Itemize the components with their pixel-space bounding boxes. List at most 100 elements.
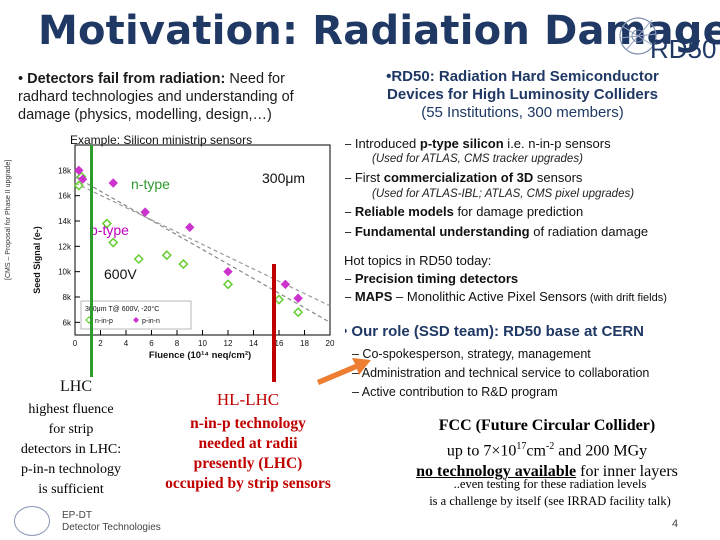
cern-logo-icon — [14, 506, 50, 536]
fcc-description: FCC (Future Circular Collider) up to 7×1… — [392, 415, 702, 482]
role-item: – Administration and technical service t… — [352, 366, 650, 380]
rd50-heading-line2: Devices for High Luminosity Colliders — [387, 86, 658, 103]
hllhc-description: n-in-p technology needed at radii presen… — [146, 414, 350, 494]
hllhc-title: HL-LHC — [216, 390, 280, 409]
hot-topic-maps: – MAPS – Monolithic Active Pixel Sensors… — [344, 288, 716, 307]
x-tick-label: 0 — [73, 339, 78, 348]
rd50-item-text: for damage prediction — [453, 204, 584, 219]
y-tick-label: 12k — [58, 242, 72, 251]
fcc-line2a: up to 7×10 — [446, 442, 517, 460]
x-tick-label: 14 — [249, 339, 258, 348]
x-tick-label: 18 — [300, 339, 309, 348]
data-point-p-in-n — [74, 165, 84, 176]
radiation-chart: [CMS – Proposal for Phase II upgrade] Se… — [0, 130, 345, 378]
fcc-note-line1: ..even testing for these radiation level… — [453, 477, 647, 491]
rd50-heading-line1: •RD50: Radiation Hard Semiconductor — [386, 68, 659, 85]
rd50-item-prefix: – Introduced — [344, 136, 420, 151]
legend-box — [80, 300, 192, 330]
role-item: – Co-spokesperson, strategy, management — [352, 347, 591, 361]
hllhc-line: occupied by strip sensors — [165, 475, 331, 492]
lhc-line: for strip — [48, 422, 94, 437]
role-heading: • Our role (SSD team): RD50 base at CERN — [342, 323, 644, 340]
data-point-p-in-n — [185, 222, 195, 233]
data-point-p-in-n — [223, 266, 233, 277]
fit-line — [74, 182, 331, 307]
chart-title: Example: Silicon ministrip sensors — [70, 133, 253, 147]
slide-title: Motivation: Radiation Damage! — [38, 8, 720, 54]
annotation-ntype: n-type — [131, 176, 170, 192]
role-list: – Co-spokesperson, strategy, management … — [352, 345, 720, 402]
fcc-line2b: cm — [526, 442, 546, 460]
hot-topic-prefix: – — [344, 271, 355, 286]
y-tick-label: 8k — [63, 293, 72, 302]
rd50-item-text: sensors — [533, 170, 583, 185]
rd50-note-2: (Used for ATLAS-IBL; ATLAS, CMS pixel up… — [372, 188, 635, 200]
lhc-line: highest fluence — [28, 402, 114, 417]
hot-topic-bold: Precision timing detectors — [354, 271, 519, 286]
left-bullet: • Detectors fail from radiation: Need fo… — [18, 70, 338, 124]
chart-side-label: [CMS – Proposal for Phase II upgrade] — [5, 160, 12, 280]
hllhc-marker-line — [272, 264, 276, 382]
fcc-line2-sup2: -2 — [545, 441, 555, 452]
rd50-item-2: – First commercialization of 3D sensors — [344, 170, 582, 185]
fcc-arrow-icon — [317, 358, 371, 385]
data-point-n-in-p — [73, 180, 84, 191]
hllhc-line: needed at radii — [198, 435, 298, 452]
rd50-item-bold: Reliable models — [354, 204, 454, 219]
rd50-heading-line3: (55 Institutions, 300 members) — [421, 104, 624, 121]
data-point-n-in-p — [273, 294, 285, 305]
hot-topics-heading: Hot topics in RD50 today: — [344, 253, 492, 268]
y-tick-label: 10k — [58, 268, 72, 277]
hllhc-line: n-in-p technology — [190, 415, 306, 432]
rd50-item-prefix: – — [344, 224, 355, 239]
data-point-p-in-n — [280, 279, 291, 290]
legend-title: 300μm T@ 600V, -20°C — [85, 305, 159, 313]
data-point-p-in-n — [77, 174, 88, 184]
rd50-item-3: – Reliable models for damage prediction — [344, 204, 583, 219]
fcc-line3-text: for inner layers — [576, 463, 678, 481]
bullet-bold: Detectors fail from radiation: — [27, 71, 226, 87]
data-point-n-in-p — [161, 250, 172, 261]
bullet-text: Need for radhard technologies and unders… — [18, 71, 294, 123]
data-point-n-in-p — [178, 259, 189, 270]
annotation-ptype: p-type — [90, 222, 129, 238]
lhc-marker-line — [90, 145, 93, 377]
chart-y-label: Seed Signal (e-) — [32, 226, 42, 294]
footer-department: EP-DT Detector Technologies — [62, 510, 161, 534]
y-tick-label: 6k — [63, 318, 72, 327]
x-tick-label: 4 — [124, 339, 129, 348]
fcc-line2-sup1: 17 — [516, 441, 527, 452]
fcc-line2: up to 7×1017cm-2 and 200 MGy — [392, 436, 702, 461]
chart-svg: [CMS – Proposal for Phase II upgrade] Se… — [0, 130, 345, 378]
rd50-item-bold: p-type silicon — [419, 136, 504, 151]
data-point-p-in-n — [293, 293, 303, 303]
lhc-line: detectors in LHC: — [20, 442, 122, 457]
lhc-title: LHC — [60, 378, 92, 395]
y-tick-label: 16k — [58, 192, 72, 201]
rd50-item-text: of radiation damage — [529, 224, 649, 239]
role-item: – Active contribution to R&D program — [352, 385, 558, 399]
rd50-item-1: – Introduced p-type silicon i.e. n-in-p … — [344, 136, 611, 151]
rd50-note-1: (Used for ATLAS, CMS tracker upgrades) — [372, 153, 583, 165]
hot-topics: Hot topics in RD50 today: – Precision ti… — [344, 252, 716, 307]
lhc-line: p-in-n technology — [21, 462, 121, 477]
x-tick-label: 10 — [198, 339, 207, 348]
hot-topic-bold: MAPS — [354, 289, 393, 304]
footer-line1: EP-DT — [62, 510, 92, 521]
hot-topic-prefix: – — [344, 289, 355, 304]
hot-topic-text: – Monolithic Active Pixel Sensors — [392, 289, 587, 304]
data-point-p-in-n — [140, 207, 150, 217]
footer-line2: Detector Technologies — [62, 522, 161, 533]
rd50-item-bold: commercialization of 3D — [383, 170, 534, 185]
rd50-item-text: i.e. n-in-p sensors — [503, 136, 611, 151]
rd50-item-4: – Fundamental understanding of radiation… — [344, 224, 648, 239]
y-tick-label: 18k — [58, 166, 72, 175]
annotation-thickness: 300μm — [262, 170, 306, 186]
legend-label-p-in-n: p-in-n — [142, 318, 160, 325]
fcc-line2c: and 200 MGy — [554, 442, 648, 460]
rd50-item-prefix: – — [344, 204, 355, 219]
hot-topic-timing: – Precision timing detectors — [344, 270, 716, 288]
bullet-prefix: • — [18, 71, 28, 87]
hot-topic-note: (with drift fields) — [586, 292, 667, 304]
legend-label-n-in-p: n-in-p — [95, 318, 113, 325]
